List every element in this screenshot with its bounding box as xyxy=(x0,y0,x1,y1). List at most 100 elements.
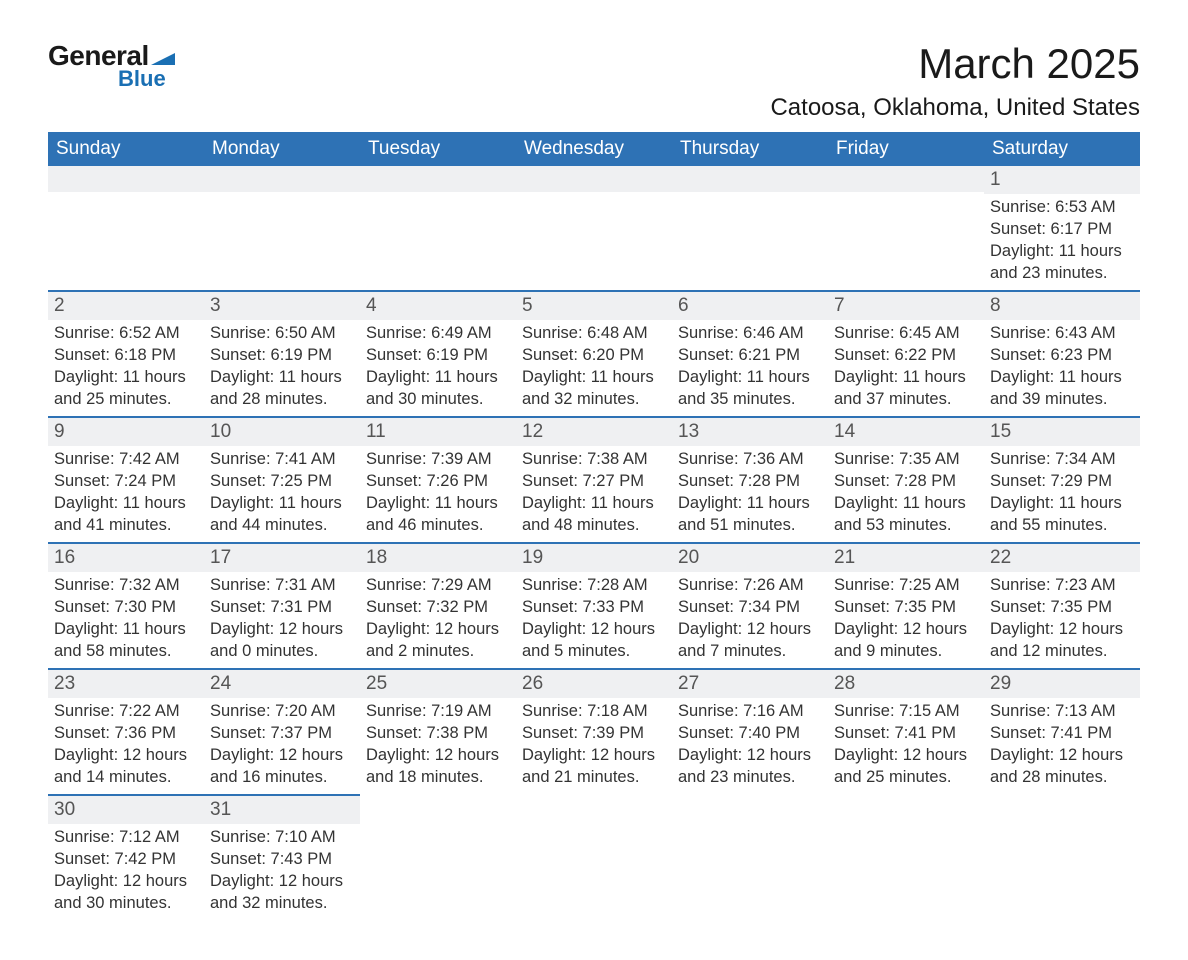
day-number: 2 xyxy=(48,292,204,320)
daylight1-text: Daylight: 11 hours xyxy=(210,492,354,514)
daylight2-text: and 30 minutes. xyxy=(54,892,198,914)
sunrise-text: Sunrise: 7:38 AM xyxy=(522,448,666,470)
daylight1-text: Daylight: 12 hours xyxy=(210,870,354,892)
page-title: March 2025 xyxy=(770,40,1140,88)
calendar-day-cell: 18Sunrise: 7:29 AMSunset: 7:32 PMDayligh… xyxy=(360,543,516,669)
daylight2-text: and 16 minutes. xyxy=(210,766,354,788)
daylight1-text: Daylight: 11 hours xyxy=(366,366,510,388)
day-number: 6 xyxy=(672,292,828,320)
day-number: 14 xyxy=(828,418,984,446)
sunrise-text: Sunrise: 7:35 AM xyxy=(834,448,978,470)
calendar-day-cell xyxy=(828,166,984,291)
daylight1-text: Daylight: 12 hours xyxy=(522,744,666,766)
calendar-day-cell xyxy=(516,166,672,291)
day-number: 15 xyxy=(984,418,1140,446)
calendar-week-row: 9Sunrise: 7:42 AMSunset: 7:24 PMDaylight… xyxy=(48,417,1140,543)
sunset-text: Sunset: 7:43 PM xyxy=(210,848,354,870)
sunrise-text: Sunrise: 7:13 AM xyxy=(990,700,1134,722)
sunset-text: Sunset: 7:41 PM xyxy=(834,722,978,744)
sunrise-text: Sunrise: 7:19 AM xyxy=(366,700,510,722)
daylight1-text: Daylight: 12 hours xyxy=(678,744,822,766)
calendar-day-cell: 30Sunrise: 7:12 AMSunset: 7:42 PMDayligh… xyxy=(48,795,204,920)
calendar-day-cell: 10Sunrise: 7:41 AMSunset: 7:25 PMDayligh… xyxy=(204,417,360,543)
sunset-text: Sunset: 7:38 PM xyxy=(366,722,510,744)
weekday-header: Friday xyxy=(828,132,984,166)
sunset-text: Sunset: 7:41 PM xyxy=(990,722,1134,744)
calendar-day-cell: 27Sunrise: 7:16 AMSunset: 7:40 PMDayligh… xyxy=(672,669,828,795)
sunrise-text: Sunrise: 7:31 AM xyxy=(210,574,354,596)
daylight1-text: Daylight: 11 hours xyxy=(990,240,1134,262)
daylight2-text: and 25 minutes. xyxy=(54,388,198,410)
sunset-text: Sunset: 7:42 PM xyxy=(54,848,198,870)
daylight1-text: Daylight: 11 hours xyxy=(54,366,198,388)
calendar-day-cell xyxy=(48,166,204,291)
sunrise-text: Sunrise: 7:10 AM xyxy=(210,826,354,848)
calendar-day-cell xyxy=(360,795,516,920)
daylight1-text: Daylight: 12 hours xyxy=(366,618,510,640)
daylight1-text: Daylight: 12 hours xyxy=(210,618,354,640)
daylight1-text: Daylight: 11 hours xyxy=(522,492,666,514)
weekday-header: Monday xyxy=(204,132,360,166)
calendar-day-cell: 28Sunrise: 7:15 AMSunset: 7:41 PMDayligh… xyxy=(828,669,984,795)
daylight1-text: Daylight: 12 hours xyxy=(366,744,510,766)
weekday-header: Thursday xyxy=(672,132,828,166)
sunset-text: Sunset: 6:19 PM xyxy=(366,344,510,366)
daylight2-text: and 12 minutes. xyxy=(990,640,1134,662)
calendar-day-cell xyxy=(516,795,672,920)
calendar-day-cell: 2Sunrise: 6:52 AMSunset: 6:18 PMDaylight… xyxy=(48,291,204,417)
daylight2-text: and 2 minutes. xyxy=(366,640,510,662)
daylight2-text: and 7 minutes. xyxy=(678,640,822,662)
day-number: 19 xyxy=(516,544,672,572)
day-number: 27 xyxy=(672,670,828,698)
calendar-day-cell: 17Sunrise: 7:31 AMSunset: 7:31 PMDayligh… xyxy=(204,543,360,669)
daylight2-text: and 28 minutes. xyxy=(210,388,354,410)
sunset-text: Sunset: 6:19 PM xyxy=(210,344,354,366)
sunset-text: Sunset: 7:37 PM xyxy=(210,722,354,744)
daylight1-text: Daylight: 11 hours xyxy=(990,492,1134,514)
day-number: 4 xyxy=(360,292,516,320)
day-number: 3 xyxy=(204,292,360,320)
sunset-text: Sunset: 7:30 PM xyxy=(54,596,198,618)
sunset-text: Sunset: 7:31 PM xyxy=(210,596,354,618)
daylight1-text: Daylight: 12 hours xyxy=(678,618,822,640)
daylight2-text: and 55 minutes. xyxy=(990,514,1134,536)
sunrise-text: Sunrise: 7:16 AM xyxy=(678,700,822,722)
sunset-text: Sunset: 7:25 PM xyxy=(210,470,354,492)
daylight2-text: and 51 minutes. xyxy=(678,514,822,536)
calendar-day-cell xyxy=(984,795,1140,920)
sunrise-text: Sunrise: 7:39 AM xyxy=(366,448,510,470)
daylight1-text: Daylight: 11 hours xyxy=(54,618,198,640)
day-number: 1 xyxy=(984,166,1140,194)
daylight2-text: and 5 minutes. xyxy=(522,640,666,662)
calendar-day-cell: 7Sunrise: 6:45 AMSunset: 6:22 PMDaylight… xyxy=(828,291,984,417)
day-number: 28 xyxy=(828,670,984,698)
sunset-text: Sunset: 7:32 PM xyxy=(366,596,510,618)
sunrise-text: Sunrise: 7:32 AM xyxy=(54,574,198,596)
daylight2-text: and 23 minutes. xyxy=(990,262,1134,284)
daylight1-text: Daylight: 11 hours xyxy=(54,492,198,514)
day-number: 12 xyxy=(516,418,672,446)
calendar-day-cell: 12Sunrise: 7:38 AMSunset: 7:27 PMDayligh… xyxy=(516,417,672,543)
sunrise-text: Sunrise: 7:42 AM xyxy=(54,448,198,470)
calendar-day-cell: 16Sunrise: 7:32 AMSunset: 7:30 PMDayligh… xyxy=(48,543,204,669)
sunset-text: Sunset: 7:29 PM xyxy=(990,470,1134,492)
day-number: 26 xyxy=(516,670,672,698)
sunrise-text: Sunrise: 6:49 AM xyxy=(366,322,510,344)
sunset-text: Sunset: 6:23 PM xyxy=(990,344,1134,366)
calendar-day-cell: 31Sunrise: 7:10 AMSunset: 7:43 PMDayligh… xyxy=(204,795,360,920)
sunrise-text: Sunrise: 6:52 AM xyxy=(54,322,198,344)
weekday-header: Saturday xyxy=(984,132,1140,166)
sunrise-text: Sunrise: 7:23 AM xyxy=(990,574,1134,596)
sunrise-text: Sunrise: 6:53 AM xyxy=(990,196,1134,218)
daylight2-text: and 48 minutes. xyxy=(522,514,666,536)
day-number: 22 xyxy=(984,544,1140,572)
day-number: 7 xyxy=(828,292,984,320)
calendar-day-cell: 29Sunrise: 7:13 AMSunset: 7:41 PMDayligh… xyxy=(984,669,1140,795)
sunrise-text: Sunrise: 7:28 AM xyxy=(522,574,666,596)
sunset-text: Sunset: 6:22 PM xyxy=(834,344,978,366)
logo-bottom-text: Blue xyxy=(118,66,175,92)
calendar-day-cell: 1Sunrise: 6:53 AMSunset: 6:17 PMDaylight… xyxy=(984,166,1140,291)
day-number: 5 xyxy=(516,292,672,320)
sunrise-text: Sunrise: 7:41 AM xyxy=(210,448,354,470)
day-number: 24 xyxy=(204,670,360,698)
